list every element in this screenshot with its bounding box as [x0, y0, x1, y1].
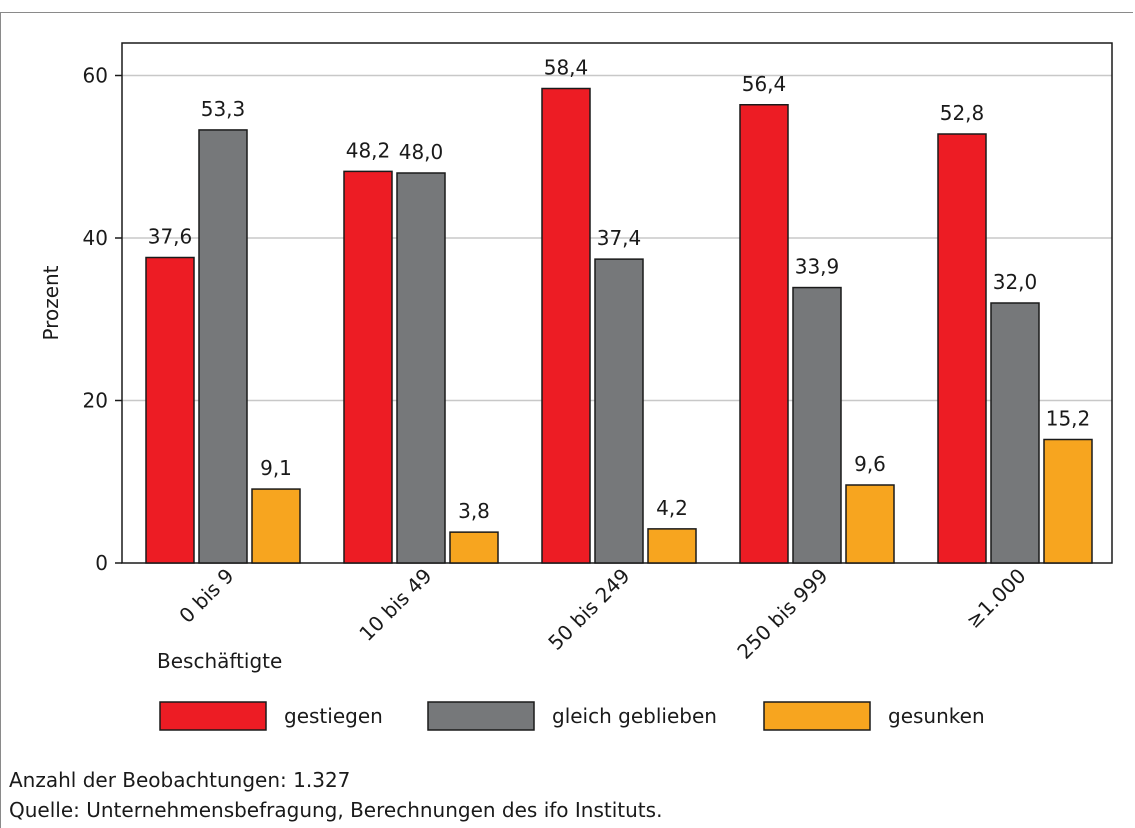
y-tick-label: 60 [83, 64, 108, 88]
data-label: 9,1 [260, 456, 292, 480]
data-label: 32,0 [993, 270, 1038, 294]
bar [198, 129, 248, 564]
bar [1043, 438, 1093, 564]
bar [792, 286, 842, 564]
data-label: 3,8 [458, 499, 490, 523]
x-tick-label: 50 bis 249 [543, 564, 634, 655]
legend-swatch [159, 701, 267, 731]
data-label: 48,2 [346, 138, 391, 162]
bar [343, 170, 393, 564]
bar [396, 172, 446, 564]
data-label: 15,2 [1046, 407, 1091, 431]
bar [449, 531, 499, 564]
legend-label: gesunken [888, 704, 985, 728]
legend-label: gleich geblieben [552, 704, 717, 728]
data-label: 37,4 [597, 226, 642, 250]
legend-swatch [427, 701, 535, 731]
bar [145, 256, 195, 564]
y-axis-label: Prozent [39, 265, 63, 340]
bar [739, 104, 789, 564]
x-tick-label: ≥1.000 [961, 564, 1030, 633]
x-axis-label: Beschäftigte [157, 649, 282, 673]
data-label: 9,6 [854, 452, 886, 476]
x-tick-label: 10 bis 49 [354, 564, 436, 646]
figure-frame [0, 12, 1133, 828]
legend-label: gestiegen [284, 704, 383, 728]
data-label: 52,8 [940, 101, 985, 125]
data-label: 37,6 [148, 225, 193, 249]
x-tick-label: 250 bis 999 [732, 564, 832, 664]
data-label: 58,4 [544, 56, 589, 80]
bar [937, 133, 987, 564]
data-label: 56,4 [742, 72, 787, 96]
data-label: 48,0 [399, 140, 444, 164]
observations-note: Anzahl der Beobachtungen: 1.327 [9, 768, 351, 792]
bar [990, 302, 1040, 564]
bar [845, 484, 895, 564]
data-label: 4,2 [656, 496, 688, 520]
source-note: Quelle: Unternehmensbefragung, Berechnun… [9, 798, 663, 822]
data-label: 53,3 [201, 97, 246, 121]
y-tick-label: 40 [83, 226, 108, 250]
x-tick-label: 0 bis 9 [174, 564, 238, 628]
bar [541, 87, 591, 564]
bar [647, 528, 697, 564]
bar [594, 258, 644, 564]
y-tick-label: 20 [83, 389, 108, 413]
y-tick-label: 0 [95, 551, 108, 575]
data-label: 33,9 [795, 255, 840, 279]
bar-chart: 0 20 40 60 Prozent 37,6 53,3 9,1 0 bis 9 48,2 48,0… [39, 42, 1113, 731]
bar [251, 488, 301, 564]
legend-swatch [763, 701, 871, 731]
